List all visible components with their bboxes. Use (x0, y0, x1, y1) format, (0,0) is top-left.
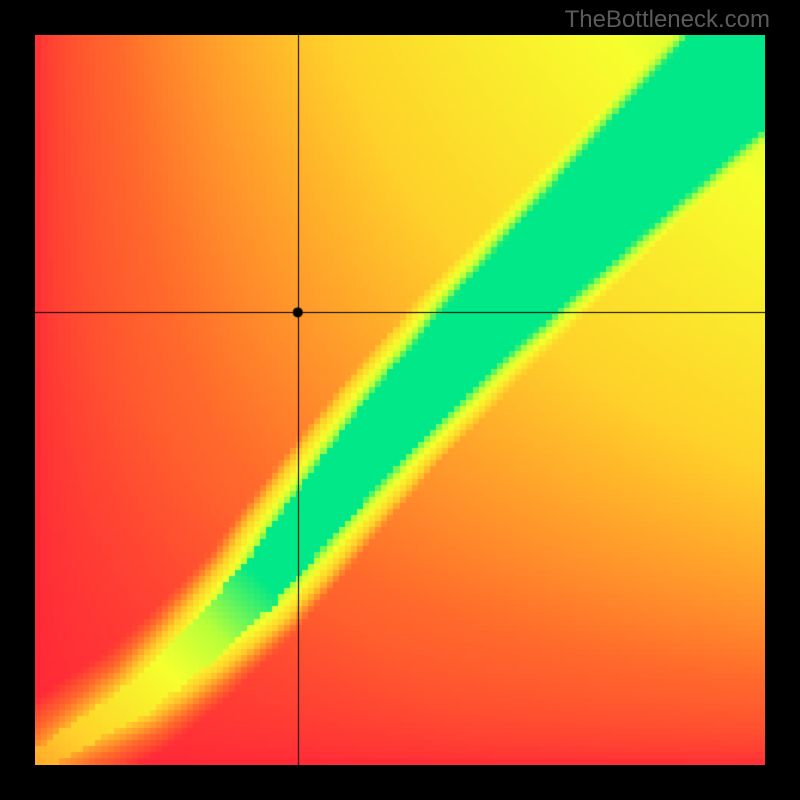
watermark-text: TheBottleneck.com (565, 6, 770, 34)
bottleneck-heatmap (35, 35, 765, 765)
chart-container: TheBottleneck.com (0, 0, 800, 800)
